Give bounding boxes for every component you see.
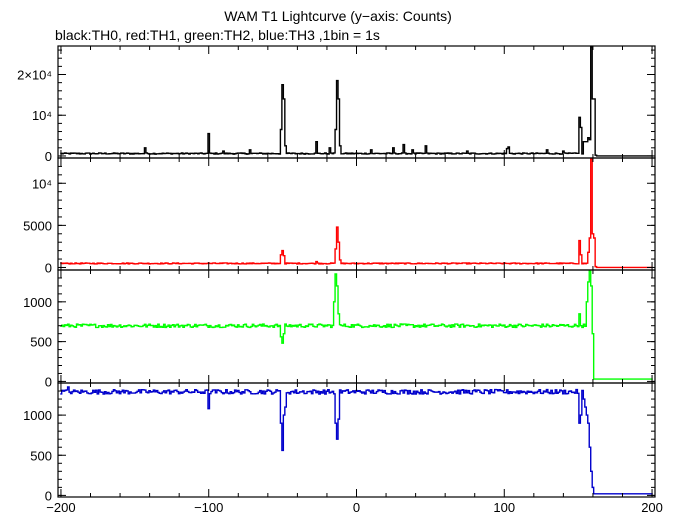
x-tick-label: −200 [46,500,75,515]
series-line-th0 [60,46,653,157]
y-tick-label: 0 [45,149,52,164]
y-tick-label: 2×10⁴ [17,68,52,83]
y-tick-label: 500 [30,448,52,463]
chart-subtitle: black:TH0, red:TH1, green:TH2, blue:TH3 … [55,27,380,43]
series-line-th1 [60,158,653,269]
series-line-th2 [60,270,653,380]
y-tick-label: 1000 [23,408,52,423]
panel-frame-th1 [57,157,656,271]
x-tick-label: 100 [493,500,515,515]
y-tick-label: 10⁴ [32,108,52,123]
chart-title: WAM T1 Lightcurve (y−axis: Counts) [224,8,452,24]
y-tick-label: 10⁴ [32,176,52,191]
y-tick-label: 0 [45,488,52,503]
panel-frame-th3 [57,382,656,498]
y-tick-label: 5000 [23,218,52,233]
y-tick-label: 0 [45,374,52,389]
x-tick-label: −100 [194,500,223,515]
y-tick-label: 0 [45,260,52,275]
x-tick-label: 0 [353,500,360,515]
panel-frame-th0 [57,45,656,159]
series-line-th3 [60,386,653,495]
y-tick-label: 500 [30,335,52,350]
x-tick-label: 200 [641,500,663,515]
y-tick-label: 1000 [23,295,52,310]
